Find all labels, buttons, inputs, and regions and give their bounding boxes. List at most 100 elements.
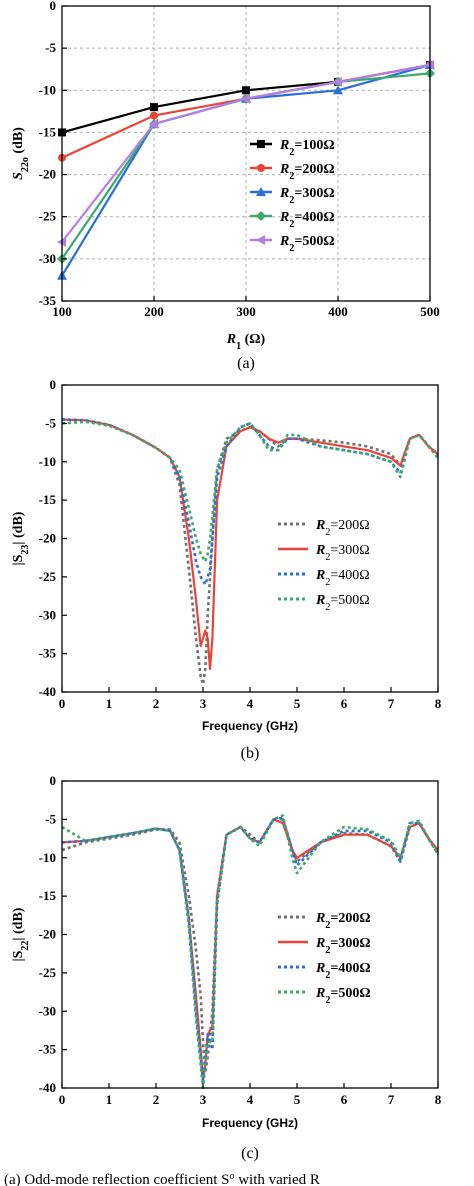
legend-value: =500Ω: [330, 986, 370, 1001]
legend-value: =200Ω: [294, 162, 334, 177]
y-tick-label: 0: [50, 773, 57, 788]
x-tick-label: 100: [52, 304, 72, 319]
x-tick-label: 200: [144, 304, 164, 319]
legend-value: =300Ω: [330, 543, 369, 558]
x-axis-label: Frequency (GHz): [202, 719, 298, 733]
caption-start: (a) Odd-mode reflection coefficient S: [4, 1172, 229, 1186]
axes-frame: [61, 384, 439, 693]
legend-marker-1: [257, 164, 265, 172]
y-tick-label: 0: [50, 0, 57, 13]
y-axis-label-sub: 23: [20, 545, 31, 555]
x-tick-label: 0: [59, 696, 66, 711]
legend-value: =400Ω: [294, 210, 334, 225]
legend-value: =500Ω: [330, 593, 369, 608]
series-line-2: [61, 418, 440, 586]
y-tick-label: -25: [39, 569, 57, 584]
legend-sub: 2: [325, 920, 330, 931]
y-tick-label: -25: [39, 209, 57, 224]
legend-symbol: R: [315, 961, 325, 976]
data-point-marker: [333, 85, 343, 95]
caption-rest: with varied R: [234, 1172, 319, 1186]
y-tick-label: -35: [39, 1042, 57, 1057]
figure-caption: (a) Odd-mode reflection coefficient So w…: [4, 1171, 320, 1186]
data-point-marker: [241, 93, 250, 104]
y-axis-label-main: |S: [11, 950, 26, 961]
x-tick-label: 4: [247, 696, 254, 711]
legend-value: =200Ω: [330, 911, 370, 926]
y-axis-label-main: S: [11, 172, 26, 180]
panel-caption: (c): [241, 1145, 259, 1162]
panel-caption: (b): [241, 745, 260, 762]
panel-caption: (a): [237, 355, 255, 372]
x-tick-label: 3: [200, 696, 207, 711]
x-axis-label: Frequency (GHz): [202, 1116, 298, 1130]
legend-sub: 2: [289, 195, 294, 206]
y-tick-label: -30: [39, 251, 56, 266]
x-axis-label-unit: (Ω): [241, 332, 265, 347]
legend-entry-3: R2=500Ω: [315, 593, 370, 613]
x-tick-label: 7: [388, 696, 395, 711]
x-tick-label: 5: [294, 1092, 301, 1107]
y-axis-label: |S23| (dB): [11, 511, 31, 565]
legend-entry-1: R2=300Ω: [315, 543, 370, 563]
series-line-0: [61, 418, 439, 686]
x-axis-label: R1 (Ω): [226, 332, 266, 352]
legend-marker-3: [256, 211, 266, 221]
x-tick-label: 7: [388, 1092, 395, 1107]
y-tick-label: -20: [39, 531, 56, 546]
y-tick-label: -30: [39, 607, 56, 622]
legend-value: =400Ω: [330, 568, 369, 583]
y-tick-label: -20: [39, 927, 56, 942]
legend-symbol: R: [315, 593, 325, 608]
x-tick-label: 0: [59, 1092, 66, 1107]
x-tick-label: 300: [236, 304, 256, 319]
x-tick-label: 400: [328, 304, 348, 319]
legend-entry-0: R2=200Ω: [315, 911, 371, 931]
x-tick-label: 8: [435, 696, 442, 711]
data-point-marker: [149, 119, 158, 129]
legend-sub: 2: [289, 171, 294, 182]
y-axis-label: |S22| (dB): [11, 907, 31, 961]
legend-symbol: R: [315, 911, 325, 926]
data-point-marker: [242, 86, 250, 95]
legend-marker-2: [256, 187, 266, 196]
legend-entry-1: R2=200Ω: [279, 162, 335, 182]
x-tick-label: 8: [435, 1092, 442, 1107]
chart-panel-c: 0 1 2 3 4 5 6 7 8 0 -5 -10 -15 -20 -25 -30 -35 -40 Frequen…: [11, 773, 442, 1162]
y-tick-label: -15: [39, 888, 57, 903]
series-line-0: [61, 818, 440, 1074]
y-tick-label: -20: [39, 167, 56, 182]
legend-sub: 2: [289, 243, 294, 254]
legend-sub: 2: [325, 552, 330, 563]
legend-symbol: R: [279, 162, 289, 177]
legend-entry-2: R2=300Ω: [279, 186, 335, 206]
legend-sub: 2: [325, 995, 330, 1006]
legend-value: =100Ω: [294, 138, 334, 153]
legend-sub: 2: [325, 602, 330, 613]
legend-symbol: R: [315, 543, 325, 558]
y-tick-label: -5: [45, 40, 56, 55]
x-tick-label: 6: [341, 696, 348, 711]
y-tick-label: -5: [45, 811, 56, 826]
series-line-1: [61, 418, 439, 671]
legend-symbol: R: [315, 986, 325, 1001]
y-tick-label: -15: [39, 124, 57, 139]
legend-sub: 2: [325, 970, 330, 981]
y-axis-label-sub: 22o: [20, 157, 31, 172]
x-tick-label: 1: [106, 1092, 113, 1107]
x-tick-label: 2: [153, 696, 160, 711]
series-line-1: [61, 818, 439, 1082]
legend-sub: 2: [289, 147, 294, 158]
y-tick-label: -40: [39, 1080, 56, 1095]
legend-marker-4: [256, 235, 265, 245]
y-axis-label-sub: 22: [20, 941, 31, 951]
y-tick-label: -40: [39, 684, 56, 699]
legend-value: =300Ω: [294, 186, 334, 201]
x-tick-label: 3: [200, 1092, 207, 1107]
legend-sub: 2: [325, 527, 330, 538]
y-tick-label: -10: [39, 454, 56, 469]
